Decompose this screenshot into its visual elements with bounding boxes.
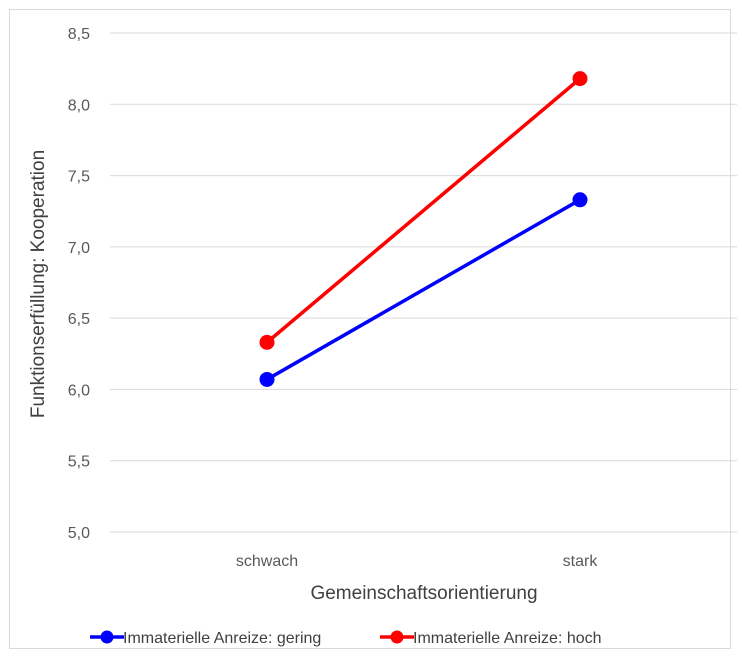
x-tick-label: schwach [236,553,298,570]
y-tick-label: 5,0 [68,525,90,542]
y-tick-label: 6,5 [68,311,90,328]
x-axis-title: Gemeinschaftsorientierung [310,583,537,604]
data-point [259,334,275,350]
y-tick-label: 6,0 [68,382,90,399]
legend-marker [100,630,114,644]
y-tick-label: 7,5 [68,169,90,186]
series-line-2 [265,77,582,344]
data-point [259,371,275,387]
legend: Immaterielle Anreize: gering Immaterielle… [90,630,602,647]
y-tick-label: 5,5 [68,454,90,471]
legend-label: Immaterielle Anreize: gering [123,630,321,647]
series-line-1 [266,198,581,381]
legend-label: Immaterielle Anreize: hoch [413,630,602,647]
y-axis-title: Funktionserfüllung: Kooperation [28,150,49,418]
y-tick-labels: 5,0 5,5 6,0 6,5 7,0 7,5 8,0 8,5 [68,26,90,542]
y-tick-label: 7,0 [68,240,90,257]
chart-frame [9,9,731,649]
x-tick-labels: schwach stark [236,553,598,570]
x-tick-label: stark [563,553,599,570]
y-tick-label: 8,5 [68,26,90,43]
series-lines [259,71,588,387]
data-point [572,71,588,87]
y-tick-label: 8,0 [68,97,90,114]
gridlines [110,32,737,533]
data-point [572,192,588,208]
legend-marker [390,630,404,644]
